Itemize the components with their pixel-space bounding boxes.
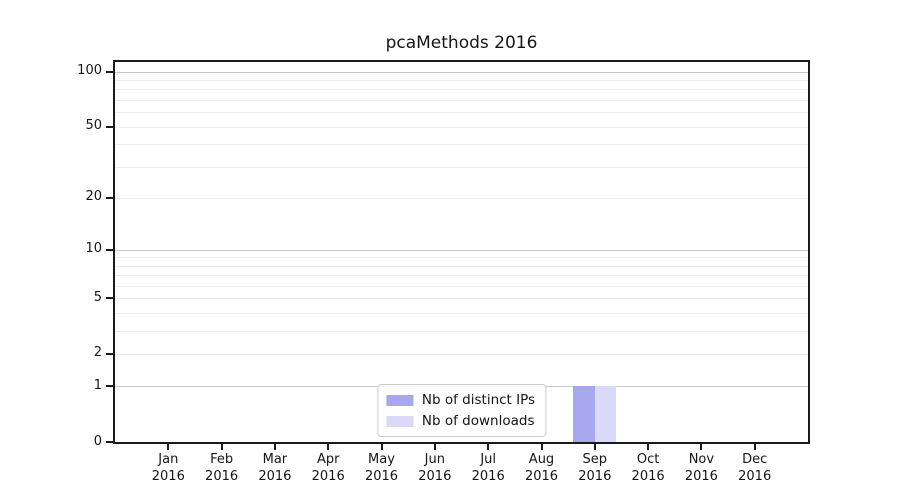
y-tick-label: 1 [93,377,102,393]
x-tick-year: 2016 [738,468,772,484]
x-tick-month: Jul [480,452,497,467]
minor-gridline [115,275,808,277]
legend-swatch-distinct-ips [385,394,413,406]
x-tick-year: 2016 [205,468,239,484]
y-tick [106,352,113,355]
x-tick [647,444,650,450]
x-tick-month: Aug [528,452,555,467]
y-tick [106,248,113,251]
bar-sep-series0 [573,386,595,442]
x-tick-label: Nov 2016 [669,452,733,485]
x-tick-label: Feb 2016 [190,452,254,485]
x-tick-label: May 2016 [350,452,414,485]
y-tick [106,441,113,443]
x-tick [273,444,276,450]
y-tick-label: 5 [93,289,102,305]
x-tick-year: 2016 [471,468,505,484]
x-tick-month: May [368,452,395,467]
x-tick-year: 2016 [524,468,559,484]
legend-item-distinct-ips: Nb of distinct IPs [385,392,536,408]
legend-label: Nb of distinct IPs [421,392,536,408]
x-tick-month: Apr [316,452,340,467]
y-tick-label: 0 [93,433,102,449]
x-tick-label: Dec 2016 [723,452,787,485]
x-tick-label: Apr 2016 [296,452,360,485]
x-tick [540,444,543,450]
minor-gridline [115,89,808,91]
x-tick-label: Jun 2016 [403,452,467,485]
x-tick-year: 2016 [364,468,399,484]
minor-gridline [115,80,808,82]
x-tick-month: Nov [688,452,715,467]
minor-gridline [115,126,808,128]
x-tick-year: 2016 [418,468,452,484]
x-tick-month: Jun [424,452,445,467]
x-tick-label: Oct 2016 [616,452,680,485]
y-tick-label: 2 [93,345,102,361]
x-tick [753,444,756,450]
legend-swatch-downloads [385,415,413,427]
y-tick [106,125,113,128]
minor-gridline [115,353,808,355]
y-tick [106,297,113,300]
y-tick [106,196,113,199]
x-tick-year: 2016 [684,468,718,484]
minor-gridline [115,298,808,300]
x-tick-label: Jan 2016 [136,452,200,485]
x-tick [220,444,223,450]
x-tick-year: 2016 [151,468,185,484]
y-tick-label: 20 [85,189,102,205]
x-tick-year: 2016 [631,468,665,484]
x-tick [433,444,436,450]
minor-gridline [115,257,808,259]
x-tick-label: Sep 2016 [563,452,627,485]
y-tick [106,385,113,388]
legend-label: Nb of downloads [421,413,535,429]
bar-sep-series1 [594,386,617,442]
minor-gridline [115,312,808,314]
x-tick-month: Oct [636,452,660,467]
minor-gridline [115,197,808,199]
minor-gridline [115,144,808,145]
x-tick-month: Mar [262,452,288,467]
x-tick [327,444,330,450]
minor-gridline [115,285,808,287]
x-tick-month: Dec [742,452,768,467]
x-tick-year: 2016 [578,468,612,484]
major-gridline [115,249,808,251]
x-tick-label: Aug 2016 [510,452,574,485]
minor-gridline [115,166,808,168]
minor-gridline [115,100,808,101]
x-tick [593,444,596,450]
x-tick-label: Mar 2016 [243,452,307,485]
minor-gridline [115,112,808,114]
chart-title: pcaMethods 2016 [385,33,538,53]
x-tick-month: Feb [210,452,234,467]
y-tick-label: 100 [77,63,102,79]
minor-gridline [115,265,808,267]
major-gridline [115,71,808,73]
plot-area: Nb of distinct IPs Nb of downloads [113,60,810,444]
y-tick [106,70,113,73]
x-tick-year: 2016 [258,468,292,484]
x-tick-month: Jan [158,452,179,467]
x-tick-month: Sep [582,452,608,467]
y-tick-label: 50 [85,118,102,133]
x-tick [700,444,703,450]
y-tick-label: 10 [85,241,102,257]
x-tick [167,444,170,450]
x-tick [487,444,490,450]
x-tick-label: Jul 2016 [456,452,520,485]
x-tick [380,444,383,450]
legend: Nb of distinct IPs Nb of downloads [376,384,547,437]
minor-gridline [115,330,808,332]
x-tick-year: 2016 [311,468,345,484]
legend-item-downloads: Nb of downloads [385,413,535,429]
